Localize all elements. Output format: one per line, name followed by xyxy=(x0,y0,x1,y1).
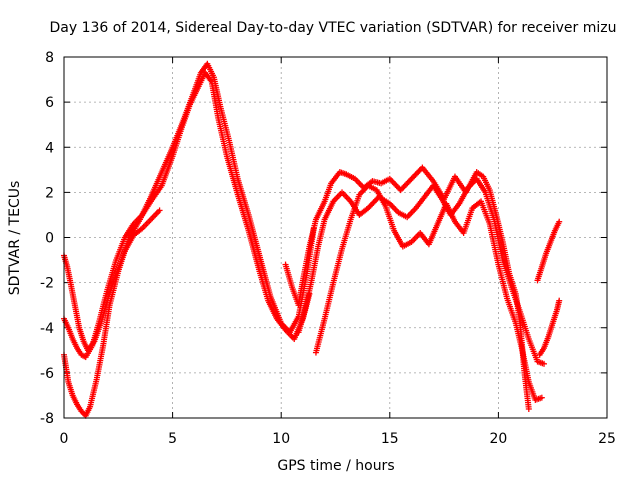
plot-frame xyxy=(63,56,608,419)
x-tick-label: 0 xyxy=(60,431,69,447)
data-point-marker xyxy=(556,297,563,304)
y-tick-label: 0 xyxy=(45,231,54,247)
chart-title: Day 136 of 2014, Sidereal Day-to-day VTE… xyxy=(50,20,617,36)
x-tick-label: 25 xyxy=(598,431,616,447)
gridlines xyxy=(64,57,607,418)
y-tick-label: -6 xyxy=(40,366,54,382)
y-tick-label: -4 xyxy=(40,321,54,337)
y-axis-label: SDTVAR / TECUs xyxy=(7,181,23,296)
y-tick-label: -8 xyxy=(40,411,54,427)
data-points xyxy=(61,60,563,419)
axis-ticks: -8 -6 -4 -2 0 2 4 6 8 0 5 10 15 20 25 xyxy=(40,50,616,447)
y-tick-label: 6 xyxy=(45,95,54,111)
y-tick-label: -2 xyxy=(40,276,54,292)
data-point-marker xyxy=(538,394,545,401)
x-tick-label: 10 xyxy=(272,431,290,447)
data-point-marker xyxy=(556,218,563,225)
y-tick-label: 4 xyxy=(45,140,54,156)
x-tick-label: 20 xyxy=(489,431,507,447)
y-tick-label: 2 xyxy=(45,185,54,201)
data-point-marker xyxy=(541,360,548,367)
data-point-marker xyxy=(525,405,532,412)
y-tick-label: 8 xyxy=(45,50,54,66)
x-tick-label: 15 xyxy=(381,431,399,447)
x-tick-label: 5 xyxy=(168,431,177,447)
x-axis-label: GPS time / hours xyxy=(277,458,394,474)
data-point-marker xyxy=(156,207,163,214)
